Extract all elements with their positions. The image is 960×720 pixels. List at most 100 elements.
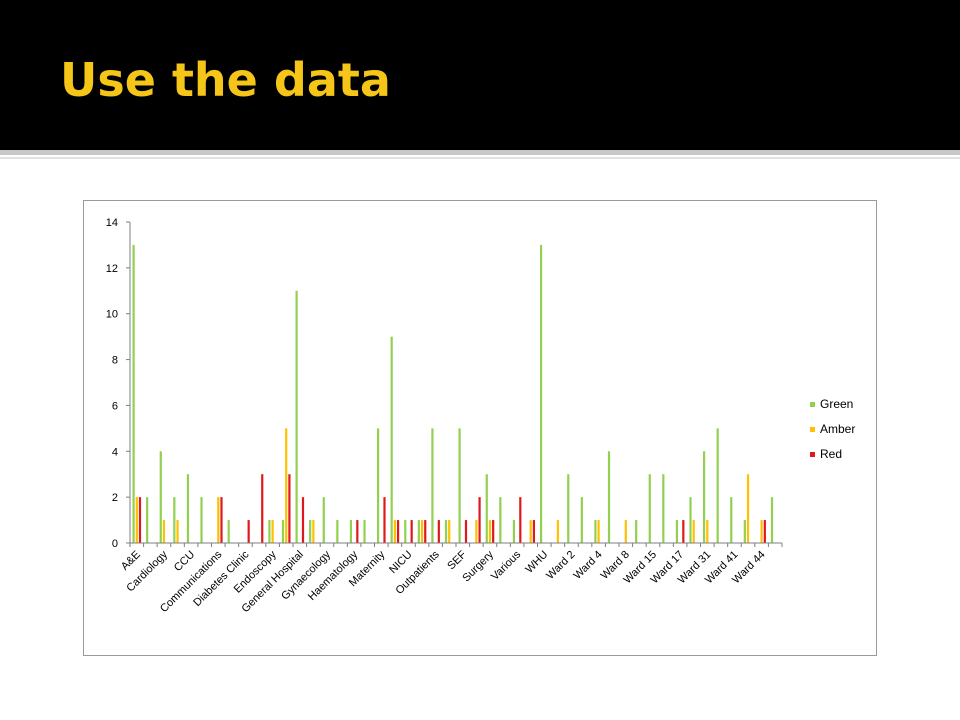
bar-red [464, 520, 468, 543]
header-divider [0, 150, 960, 155]
bar-green [702, 451, 706, 543]
bar-green [743, 520, 746, 543]
bar-green [159, 451, 162, 543]
bar-amber [176, 520, 179, 543]
bar-green [567, 474, 570, 543]
bar-red [356, 520, 359, 543]
x-tick-label: SEF [445, 548, 469, 572]
bar-green [309, 520, 312, 543]
bar-green [146, 497, 149, 543]
bar-red [288, 474, 291, 543]
y-tick-label: 4 [112, 446, 118, 458]
bar-amber [475, 520, 478, 543]
legend-swatch-amber [810, 427, 815, 432]
bar-green [349, 520, 353, 543]
bar-green [363, 520, 366, 543]
bar-green [594, 520, 597, 543]
bar-amber [760, 520, 763, 543]
bar-amber [135, 497, 138, 543]
bar-green [390, 336, 393, 543]
bar-green [268, 520, 271, 543]
bar-red [424, 520, 427, 543]
title-bar: Use the data [0, 0, 960, 150]
legend-label-amber: Amber [820, 422, 855, 436]
slide-title: Use the data [60, 53, 391, 107]
legend-swatch-green [810, 402, 815, 407]
legend-label-red: Red [820, 447, 842, 461]
bar-green [295, 290, 298, 543]
bar-green [458, 428, 461, 543]
x-tick-label: Surgery [460, 548, 496, 584]
bars [132, 244, 774, 543]
bar-green [689, 497, 692, 543]
bar-green [675, 520, 679, 543]
bar-amber [393, 520, 396, 543]
bar-amber [217, 497, 220, 543]
bar-green [336, 520, 339, 543]
bar-red [396, 520, 400, 543]
bar-red [247, 520, 250, 543]
bar-red [682, 520, 685, 543]
bar-green [186, 474, 190, 543]
bar-green [648, 474, 651, 543]
header-divider-secondary [0, 157, 960, 159]
bar-red [383, 497, 386, 543]
bar-amber [556, 520, 559, 543]
bar-red [220, 497, 223, 543]
bar-amber [448, 520, 451, 543]
bar-green [580, 497, 583, 543]
bar-green [635, 520, 638, 543]
y-axis: 0 2 4 6 8 10 12 14 [106, 217, 131, 550]
bar-amber [597, 520, 600, 543]
x-tick-label: A&E [119, 549, 143, 573]
y-tick-label: 12 [106, 263, 118, 275]
bar-red [478, 497, 481, 543]
bar-amber [706, 520, 709, 543]
bar-red [138, 497, 142, 543]
bar-green [607, 451, 611, 543]
bar-green [730, 497, 733, 543]
bar-red [519, 497, 522, 543]
bar-amber [746, 474, 750, 543]
bar-green [662, 474, 665, 543]
y-tick-label: 10 [106, 309, 118, 321]
bar-amber [271, 520, 274, 543]
bar-red [261, 474, 264, 543]
bar-green [132, 244, 135, 543]
bar-green [716, 428, 719, 543]
bar-amber [692, 520, 695, 543]
bar-red [492, 520, 495, 543]
y-tick-label: 2 [112, 492, 118, 504]
bar-amber [624, 520, 627, 543]
bar-red [763, 520, 766, 543]
bar-green [322, 497, 325, 543]
bar-amber [162, 520, 166, 543]
x-tick-label: Various [489, 548, 524, 583]
bar-red [410, 520, 413, 543]
bar-green [200, 497, 203, 543]
bar-red [532, 520, 536, 543]
bar-green [281, 520, 285, 543]
bar-green [431, 428, 434, 543]
bar-amber [285, 428, 288, 543]
bar-green [173, 497, 176, 543]
bar-red [437, 520, 440, 543]
legend-swatch-red [810, 452, 815, 457]
bar-green [512, 520, 516, 543]
legend: Green Amber Red [810, 397, 855, 461]
y-tick-label: 0 [112, 538, 118, 550]
bar-green [539, 244, 543, 543]
bar-green [227, 520, 230, 543]
bar-green [485, 474, 488, 543]
legend-label-green: Green [820, 397, 853, 411]
y-tick-label: 14 [106, 217, 118, 229]
bar-green [417, 520, 420, 543]
y-tick-label: 6 [112, 400, 118, 412]
bar-green [444, 520, 448, 543]
y-tick-label: 8 [112, 355, 118, 367]
bar-amber [420, 520, 424, 543]
x-tick-label: Ward 4 [571, 549, 604, 582]
bar-green [404, 520, 407, 543]
